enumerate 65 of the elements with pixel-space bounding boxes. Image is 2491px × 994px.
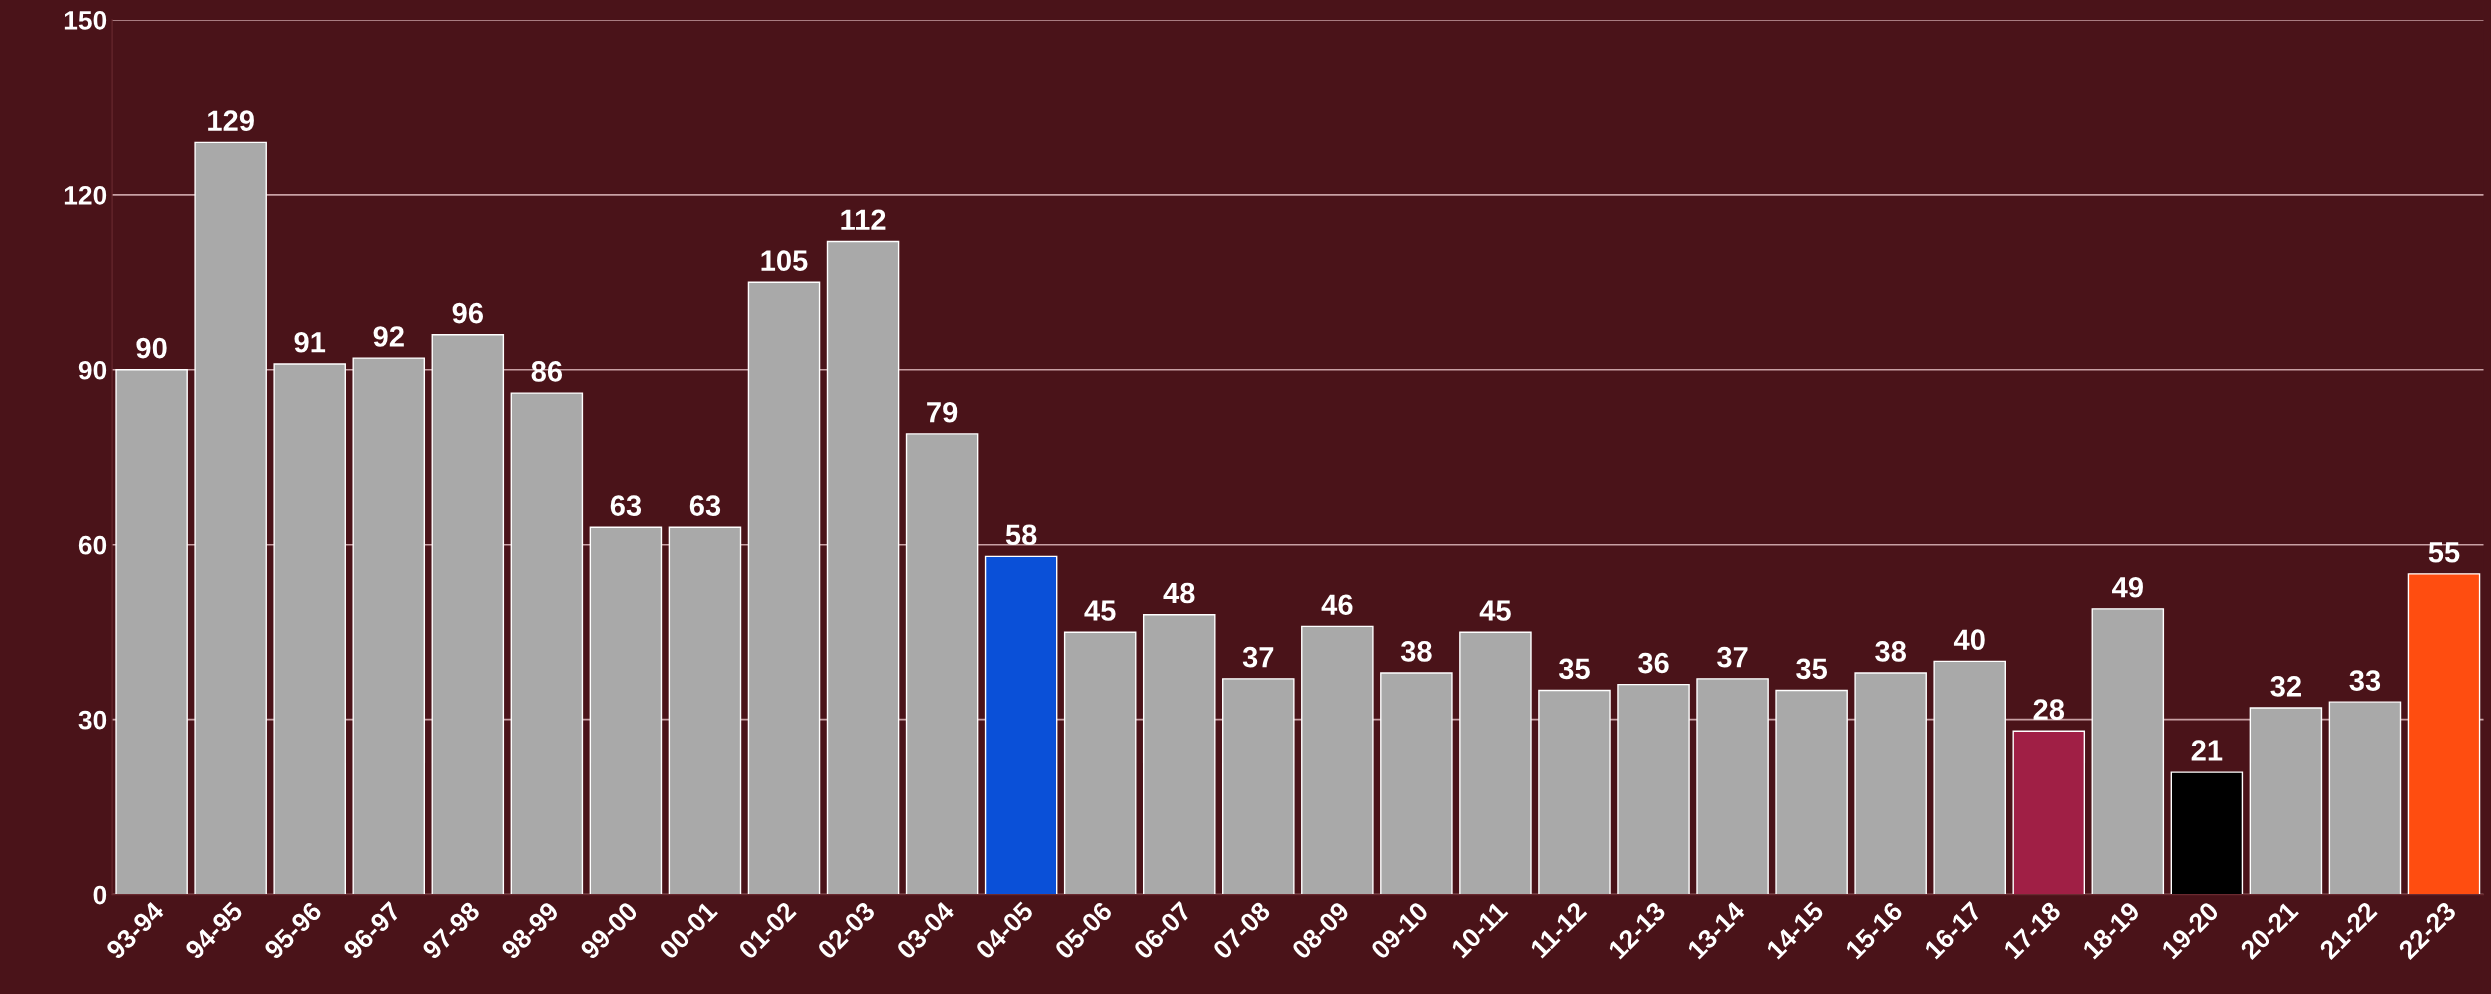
bar — [431, 334, 505, 895]
bar — [1775, 689, 1848, 895]
bar — [1459, 631, 1532, 895]
bar — [1063, 631, 1137, 895]
data-label: 38 — [1875, 641, 1906, 662]
data-label: 91 — [294, 331, 326, 353]
bar — [1142, 613, 1216, 895]
data-label: 90 — [136, 337, 167, 359]
data-label: 45 — [1479, 600, 1511, 621]
data-label: 28 — [2033, 699, 2065, 720]
y-tick-label: 90 — [78, 360, 107, 380]
data-label: 92 — [373, 326, 404, 347]
data-label: 33 — [2349, 670, 2381, 691]
bar — [1301, 625, 1374, 895]
bar — [194, 141, 267, 895]
data-label: 38 — [1400, 641, 1432, 662]
data-label: 46 — [1321, 594, 1353, 616]
data-label: 40 — [1953, 629, 1985, 651]
y-tick-label: 60 — [78, 535, 107, 555]
bar — [1854, 672, 1927, 895]
bar — [2407, 573, 2481, 895]
y-tick-label: 120 — [64, 185, 107, 205]
bar — [984, 555, 1058, 895]
data-label: 37 — [1242, 646, 1274, 668]
data-label: 48 — [1163, 582, 1195, 604]
data-label: 105 — [761, 250, 808, 271]
data-label: 36 — [1637, 652, 1669, 674]
bar — [273, 363, 346, 895]
bar — [747, 281, 821, 895]
data-label: 55 — [2428, 542, 2460, 563]
bar — [2249, 707, 2323, 895]
data-label: 63 — [610, 495, 642, 516]
bar — [352, 357, 426, 895]
data-label: 35 — [1796, 658, 1828, 680]
bar — [1933, 660, 2006, 895]
bar — [589, 526, 663, 895]
data-label: 21 — [2191, 740, 2223, 761]
bar — [2091, 608, 2165, 895]
bar — [1380, 672, 1453, 895]
data-label: 37 — [1717, 646, 1748, 668]
data-label: 35 — [1558, 658, 1590, 680]
bar — [826, 240, 900, 895]
bar — [510, 392, 584, 895]
bar — [2328, 701, 2402, 895]
bar — [2170, 771, 2244, 895]
data-label: 79 — [927, 401, 958, 423]
data-label: 58 — [1005, 524, 1037, 546]
data-label: 32 — [2270, 676, 2301, 697]
data-label: 96 — [452, 302, 483, 324]
y-tick-label: 150 — [64, 11, 107, 30]
y-tick-label: 0 — [93, 885, 107, 905]
bar — [1538, 689, 1611, 895]
bar — [1617, 683, 1690, 895]
y-tick-label: 30 — [78, 710, 107, 730]
bar — [1222, 678, 1295, 895]
data-label: 112 — [841, 209, 886, 230]
data-label: 49 — [2112, 576, 2143, 598]
bar — [1696, 678, 1769, 895]
data-label: 63 — [689, 495, 721, 516]
data-label: 45 — [1084, 600, 1116, 621]
bar — [668, 526, 742, 895]
bar — [2012, 730, 2086, 895]
bar — [115, 369, 188, 895]
bar — [905, 433, 979, 895]
data-label: 129 — [208, 110, 254, 132]
